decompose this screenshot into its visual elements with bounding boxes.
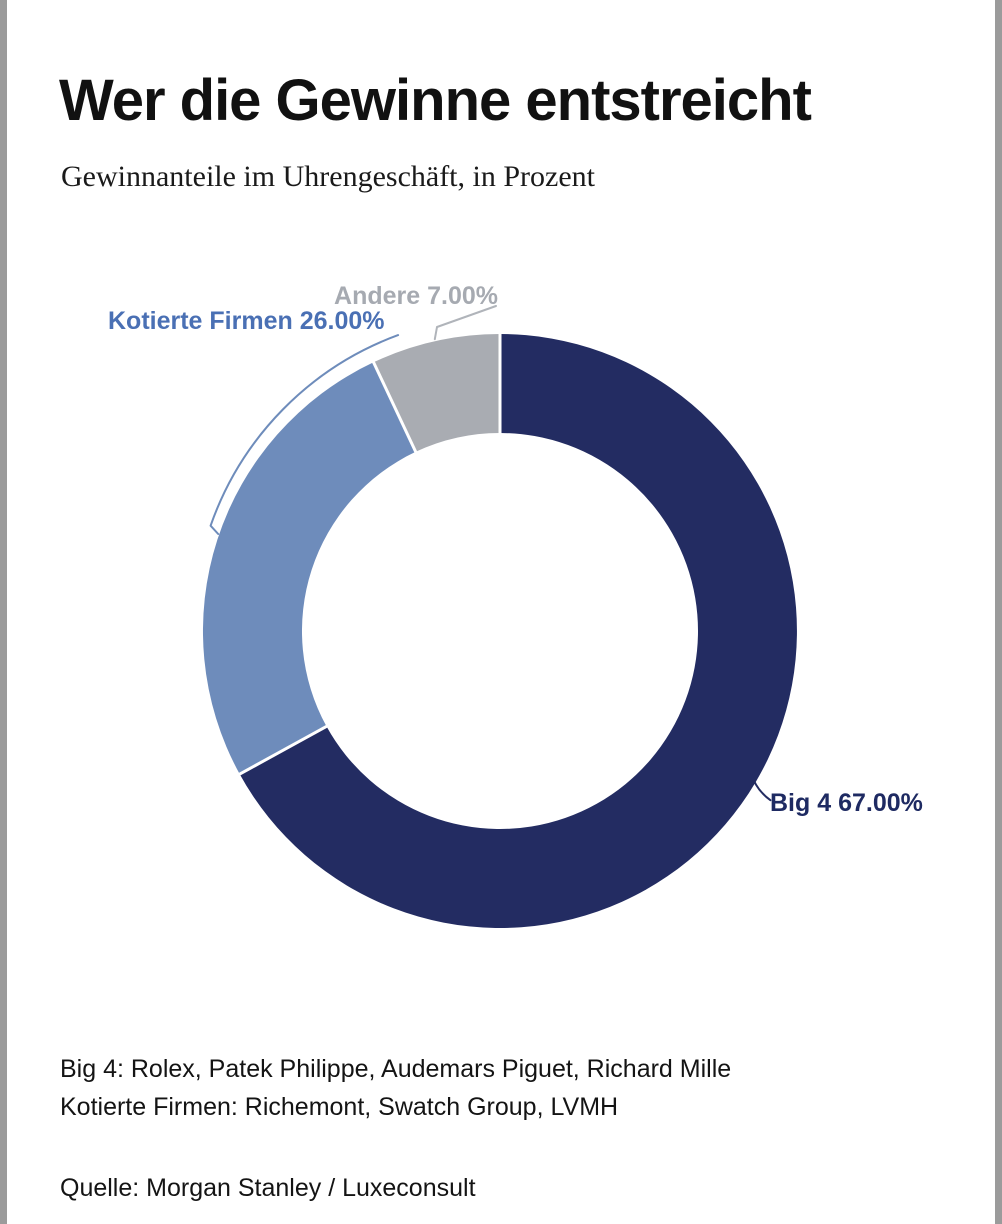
slice-label-andere: Andere 7.00%	[334, 282, 498, 310]
donut-slice-andere	[373, 334, 500, 452]
page-subtitle: Gewinnanteile im Uhrengeschäft, in Proze…	[61, 160, 595, 193]
source-line: Quelle: Morgan Stanley / Luxeconsult	[60, 1174, 476, 1202]
page-title: Wer die Gewinne entstreicht	[59, 67, 812, 133]
donut-slices	[202, 334, 797, 928]
donut-slice-kotierte-firmen	[202, 362, 416, 775]
footnote-big4: Big 4: Rolex, Patek Philippe, Audemars P…	[60, 1055, 732, 1083]
donut-slice-big-4	[239, 334, 797, 928]
chart-footnotes: Big 4: Rolex, Patek Philippe, Audemars P…	[60, 1050, 731, 1126]
slice-label-kotierte-firmen: Kotierte Firmen 26.00%	[108, 307, 385, 335]
page-left-edge	[0, 0, 7, 1224]
leader-lines	[209, 305, 772, 802]
donut-separators	[238, 333, 502, 776]
footnote-kotierte-firmen: Kotierte Firmen: Richemont, Swatch Group…	[60, 1093, 619, 1121]
slice-label-big4: Big 4 67.00%	[770, 789, 923, 817]
scrollbar-thumb[interactable]	[995, 0, 1002, 1224]
